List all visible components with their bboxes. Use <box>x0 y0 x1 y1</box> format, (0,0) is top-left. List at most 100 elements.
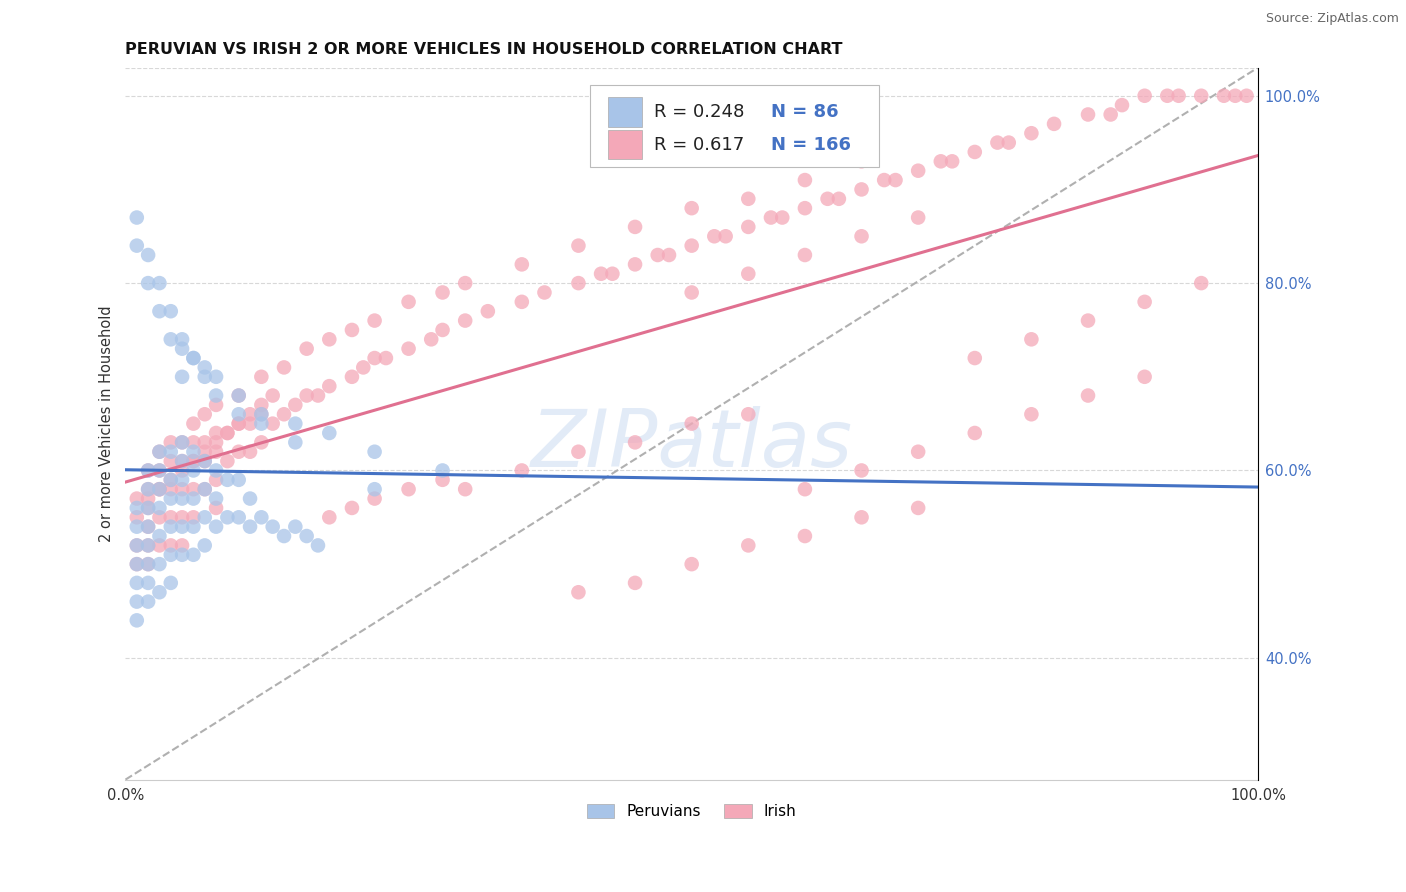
Point <box>217 510 239 524</box>
Point <box>284 435 307 450</box>
Point <box>239 444 262 458</box>
Point <box>148 482 170 496</box>
Point <box>273 407 295 421</box>
Point <box>851 182 873 196</box>
Point <box>183 444 205 458</box>
Point <box>1212 88 1234 103</box>
Point <box>136 557 159 571</box>
Point <box>363 491 385 506</box>
Point <box>262 388 284 402</box>
Point <box>148 500 170 515</box>
Point <box>793 173 815 187</box>
Point <box>194 454 217 468</box>
Point <box>172 435 194 450</box>
Point <box>793 482 815 496</box>
Point <box>420 332 443 346</box>
Point <box>363 351 385 365</box>
Point <box>125 211 148 225</box>
Point <box>340 323 363 337</box>
FancyBboxPatch shape <box>589 86 879 168</box>
Point <box>250 407 273 421</box>
Point <box>125 613 148 627</box>
Point <box>624 575 647 590</box>
Point <box>194 435 217 450</box>
Point <box>1021 126 1043 140</box>
Point <box>125 538 148 552</box>
Point <box>136 519 159 533</box>
Point <box>148 510 170 524</box>
Point <box>647 248 669 262</box>
Point <box>907 444 929 458</box>
Point <box>703 229 725 244</box>
Point <box>284 398 307 412</box>
Point <box>205 473 228 487</box>
Point <box>907 500 929 515</box>
Text: ZIPatlas: ZIPatlas <box>530 406 852 484</box>
Point <box>658 248 681 262</box>
Point <box>148 538 170 552</box>
Point <box>136 248 159 262</box>
Point <box>737 192 759 206</box>
Point <box>681 285 703 300</box>
Point <box>273 360 295 375</box>
Point <box>205 519 228 533</box>
Point <box>817 192 839 206</box>
Point <box>262 519 284 533</box>
Text: N = 166: N = 166 <box>770 136 851 153</box>
Point <box>217 473 239 487</box>
Point <box>737 538 759 552</box>
Point <box>205 491 228 506</box>
Point <box>851 510 873 524</box>
Point <box>228 388 250 402</box>
Point <box>239 407 262 421</box>
Point <box>228 388 250 402</box>
Point <box>183 510 205 524</box>
Point <box>432 463 454 477</box>
Point <box>851 229 873 244</box>
Point <box>1189 276 1212 290</box>
Point <box>148 463 170 477</box>
Point <box>284 417 307 431</box>
Point <box>318 425 340 440</box>
Point <box>148 304 170 318</box>
Point <box>1077 313 1099 327</box>
Point <box>1189 88 1212 103</box>
Point <box>363 313 385 327</box>
Point <box>454 482 477 496</box>
Point <box>318 332 340 346</box>
Point <box>136 500 159 515</box>
Point <box>136 594 159 608</box>
Point <box>183 454 205 468</box>
Point <box>172 435 194 450</box>
Point <box>340 500 363 515</box>
Point <box>307 538 329 552</box>
Text: PERUVIAN VS IRISH 2 OR MORE VEHICLES IN HOUSEHOLD CORRELATION CHART: PERUVIAN VS IRISH 2 OR MORE VEHICLES IN … <box>125 42 844 57</box>
Point <box>159 575 181 590</box>
Point <box>477 304 499 318</box>
Point <box>759 211 782 225</box>
Point <box>250 435 273 450</box>
Point <box>183 454 205 468</box>
Point <box>159 519 181 533</box>
Point <box>159 444 181 458</box>
Point <box>205 500 228 515</box>
Point <box>624 219 647 234</box>
Point <box>159 491 181 506</box>
Point <box>136 538 159 552</box>
Point <box>205 388 228 402</box>
Point <box>205 425 228 440</box>
Point <box>1236 88 1258 103</box>
Point <box>228 407 250 421</box>
FancyBboxPatch shape <box>607 129 643 160</box>
Point <box>228 510 250 524</box>
Point <box>454 276 477 290</box>
Point <box>510 257 533 271</box>
Point <box>125 594 148 608</box>
Point <box>352 360 374 375</box>
Point <box>194 538 217 552</box>
Point <box>125 510 148 524</box>
Point <box>194 454 217 468</box>
Point <box>624 257 647 271</box>
Point <box>148 276 170 290</box>
Point <box>125 238 148 252</box>
